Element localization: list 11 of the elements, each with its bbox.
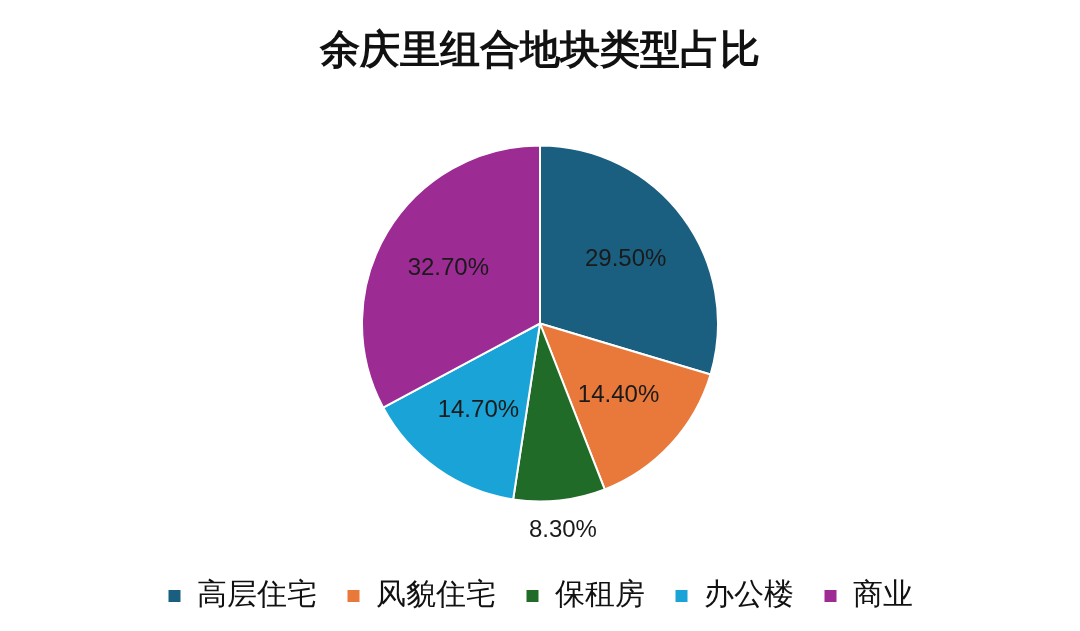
data-label: 14.70% (437, 395, 520, 423)
data-label: 29.50% (584, 244, 667, 272)
legend-label: 保租房 (554, 577, 645, 611)
legend-label: 高层住宅 (196, 577, 317, 611)
legend-label: 风貌住宅 (375, 577, 496, 611)
legend-label: 办公楼 (703, 577, 794, 611)
data-label: 8.30% (528, 514, 597, 542)
data-label: 14.40% (577, 380, 660, 408)
chart-title: 余庆里组合地块类型占比 (319, 27, 760, 72)
data-label: 32.70% (407, 253, 490, 281)
legend-label: 商业 (852, 577, 913, 611)
